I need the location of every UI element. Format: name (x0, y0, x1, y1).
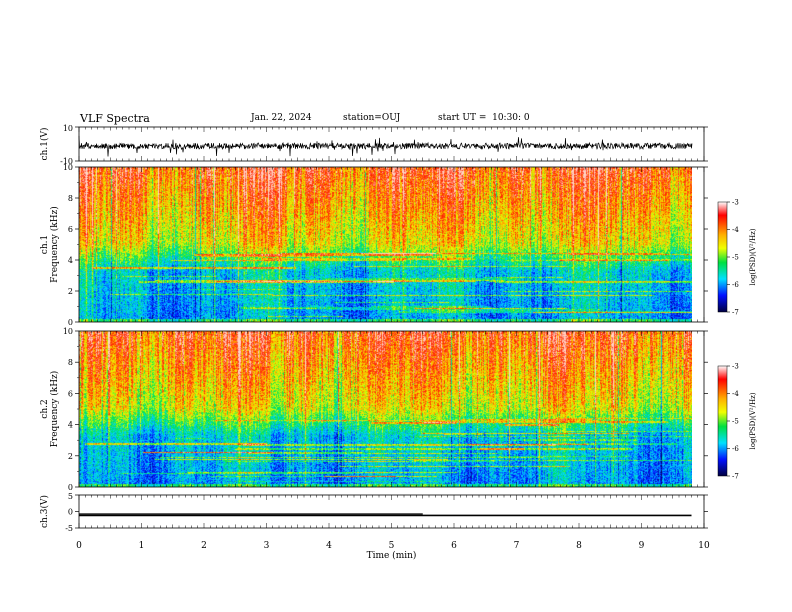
y-tick-label: 4 (68, 421, 73, 430)
x-tick-label: 4 (326, 541, 332, 551)
x-tick-label: 6 (451, 541, 457, 551)
colorbar-tick-label: -3 (732, 199, 739, 207)
colorbar-tick-label: -6 (732, 281, 739, 289)
x-tick-label: 3 (264, 541, 270, 551)
ch1-waveform (78, 135, 693, 157)
date-label: Jan. 22, 2024 (251, 113, 312, 123)
figure-title: VLF Spectra (80, 112, 150, 125)
colorbar-tick-label: -5 (732, 418, 739, 426)
panel-3: -3 -4 -5 -6 -7 log(PSD)(V²/Hz) ch.2 Frequency (… (40, 327, 757, 492)
x-axis-label: Time (min) (367, 550, 417, 561)
start-ut-label: start UT = 10:30: 0 (438, 113, 530, 123)
x-tick-label: 7 (514, 541, 520, 551)
colorbar-tick-label: -3 (732, 363, 739, 371)
colorbar-tick-label: -4 (732, 390, 739, 398)
y-axis-label-channel: ch.1 (40, 235, 50, 254)
y-tick-label: 8 (68, 194, 73, 203)
y-tick-label: 4 (68, 256, 73, 265)
colorbar (717, 201, 728, 313)
x-tick-label: 0 (76, 541, 82, 551)
colorbar-tick-label: -7 (732, 473, 739, 481)
x-tick-label: 5 (389, 541, 395, 551)
colorbar-tick-label: -7 (732, 309, 739, 317)
colorbar-label: log(PSD)(V²/Hz) (749, 392, 757, 449)
colorbar-tick-label: -6 (732, 445, 739, 453)
panel-4: ch.3(V) 5 0 -5 (39, 492, 708, 533)
y-tick-label: 8 (68, 358, 73, 367)
panel-2: -3 -4 -5 -6 -7 log(PSD)(V²/Hz) ch.1 Frequency (… (40, 163, 757, 327)
y-tick-label: 0 (68, 318, 73, 327)
y-tick-label: 2 (68, 287, 73, 296)
y-tick-label: 10 (63, 124, 73, 133)
y-axis-label: ch.1(V) (39, 128, 50, 161)
y-tick-label: 0 (68, 508, 73, 517)
y-axis-label: ch.3(V) (39, 495, 50, 528)
y-axis-label-frequency: Frequency (kHz) (49, 206, 60, 283)
colorbar (717, 365, 728, 477)
colorbar-label: log(PSD)(V²/Hz) (749, 228, 757, 285)
y-axis-label-frequency: Frequency (kHz) (49, 371, 60, 448)
y-axis-label-channel: ch.2 (40, 399, 50, 418)
y-tick-label: 2 (68, 452, 73, 461)
y-tick-label: 10 (63, 163, 73, 172)
y-tick-label: -10 (60, 157, 73, 166)
station-label: station=OUJ (343, 113, 401, 123)
spectrogram-ch1 (79, 167, 692, 322)
x-tick-label: 10 (698, 541, 710, 551)
x-tick-label: 8 (576, 541, 582, 551)
y-tick-label: 0 (68, 483, 73, 492)
spectrogram-ch2 (79, 331, 692, 487)
y-tick-label: 10 (63, 327, 73, 336)
colorbar-tick-label: -4 (732, 226, 739, 234)
panel-1: ch.1(V) 10 -10 (39, 124, 708, 166)
y-tick-label: 5 (68, 492, 73, 501)
y-tick-label: 6 (68, 389, 73, 398)
y-tick-label: -5 (65, 524, 73, 533)
y-tick-label: 6 (68, 225, 73, 234)
x-tick-label: 2 (201, 541, 207, 551)
x-tick-label: 9 (639, 541, 645, 551)
colorbar-tick-label: -5 (732, 254, 739, 262)
x-tick-label: 1 (139, 541, 145, 551)
